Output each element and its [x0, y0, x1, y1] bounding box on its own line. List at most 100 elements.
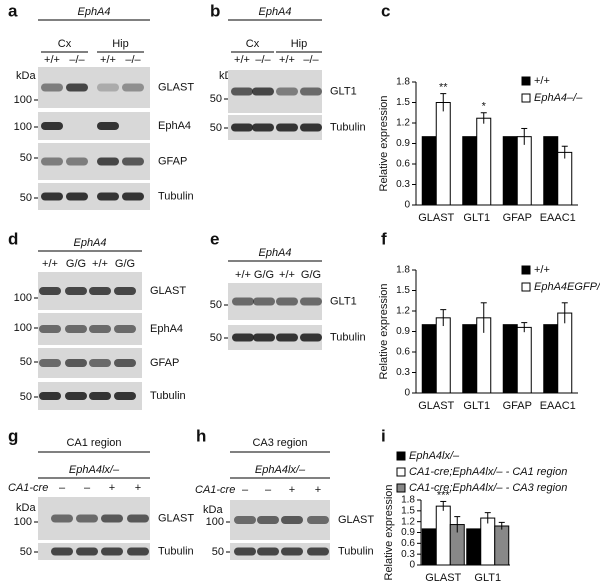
blot-band — [97, 157, 119, 166]
band-label: GLAST — [150, 285, 186, 297]
band-label: EphA4 — [150, 323, 183, 335]
legend-swatch — [396, 451, 406, 461]
panel-letter: h — [196, 426, 206, 445]
band-label: GLT1 — [330, 295, 357, 307]
y-tick-label: 1.5 — [396, 285, 410, 296]
legend-label: CA1-cre;EphA4lx/– - CA1 region — [409, 466, 567, 478]
legend-swatch — [521, 265, 531, 275]
significance: * — [482, 101, 487, 113]
y-axis-label: Relative expression — [383, 485, 395, 581]
blot-band — [300, 333, 322, 342]
y-tick-label: 1.2 — [401, 516, 415, 527]
lane-label: – — [59, 482, 66, 494]
bar — [466, 528, 482, 566]
lane-label: +/+ — [92, 258, 108, 270]
blot-band — [89, 287, 111, 295]
band-label: EphA4 — [158, 120, 191, 132]
blot-band — [41, 157, 63, 166]
kda-marker: 50 — [212, 546, 224, 558]
y-tick-label: 0 — [404, 200, 410, 211]
lane-label: – — [242, 484, 249, 496]
lane-label: –/– — [255, 54, 271, 66]
lane-label: + — [315, 484, 321, 496]
x-tick-label: GLAST — [418, 212, 454, 224]
y-axis-label: Relative expression — [378, 96, 390, 192]
lane-label: +/+ — [234, 54, 250, 66]
kda-marker: 50 — [20, 391, 32, 403]
panel-letter: g — [8, 426, 18, 445]
blot-band — [276, 123, 298, 132]
blot-band — [122, 83, 144, 92]
lane-label: – — [265, 484, 272, 496]
blot-band — [41, 122, 63, 130]
kda-marker: 50 — [20, 356, 32, 368]
blot-band — [253, 297, 275, 306]
blot-band — [97, 83, 119, 92]
kda-marker: 100 — [14, 121, 32, 133]
band-label: Tubulin — [158, 545, 194, 557]
legend-label: EphA4lx/– — [409, 450, 460, 462]
legend-label: +/+ — [534, 75, 550, 87]
y-tick-label: 0.9 — [396, 326, 410, 337]
y-tick-label: 0.3 — [396, 367, 410, 378]
blot-band — [122, 157, 144, 166]
blot-strip — [230, 543, 330, 560]
genotype-header: EphA4 — [73, 237, 106, 249]
bar — [516, 326, 532, 394]
group-label: Hip — [112, 38, 129, 50]
band-label: GLAST — [158, 512, 194, 524]
blot-band — [89, 392, 111, 400]
bar — [494, 525, 510, 566]
panel-letter: f — [381, 229, 387, 248]
legend-swatch — [396, 483, 406, 493]
blot-band — [89, 359, 111, 367]
y-tick-label: 0.6 — [396, 159, 410, 170]
bar — [421, 136, 437, 206]
lane-label: + — [135, 482, 141, 494]
blot-band — [122, 192, 144, 201]
kda-marker: 100 — [14, 516, 32, 528]
blot-band — [253, 333, 275, 342]
x-tick-label: GLAST — [425, 572, 461, 582]
cre-label: CA1-cre — [8, 482, 48, 494]
lane-label: –/– — [125, 54, 141, 66]
legend-swatch — [521, 93, 531, 103]
blot-band — [114, 392, 136, 400]
legend-swatch — [521, 76, 531, 86]
bar — [543, 136, 559, 206]
blot-band — [39, 392, 61, 400]
blot-band — [101, 514, 123, 523]
bar — [462, 324, 478, 394]
group-label: Hip — [291, 38, 308, 50]
kda-marker: 50 — [210, 93, 222, 105]
panel-letter: d — [8, 229, 18, 248]
y-tick-label: 0.3 — [396, 179, 410, 190]
blot-band — [276, 297, 298, 306]
bar — [421, 528, 437, 566]
blot-band — [89, 325, 111, 333]
genotype-header: EphA4lx/– — [255, 464, 306, 476]
y-tick-label: 1.8 — [401, 495, 415, 506]
blot-band — [127, 547, 149, 556]
band-label: GLT1 — [330, 85, 357, 97]
legend-label: +/+ — [534, 264, 550, 276]
kda-marker: 50 — [210, 332, 222, 344]
x-tick-label: GLT1 — [463, 400, 490, 412]
kda-marker: 50 — [20, 546, 32, 558]
blot-band — [232, 297, 254, 306]
cre-label: CA1-cre — [195, 484, 235, 496]
bar — [435, 317, 451, 394]
blot-band — [65, 287, 87, 295]
bar — [435, 102, 451, 206]
blot-band — [41, 192, 63, 201]
lane-label: +/+ — [235, 269, 251, 281]
x-tick-label: GLT1 — [463, 212, 490, 224]
bar — [516, 136, 532, 206]
blot-band — [300, 87, 322, 96]
lane-label: +/+ — [42, 258, 58, 270]
band-label: Tubulin — [330, 331, 366, 343]
lane-label: + — [289, 484, 295, 496]
blot-band — [76, 547, 98, 556]
y-axis-label: Relative expression — [378, 284, 390, 380]
